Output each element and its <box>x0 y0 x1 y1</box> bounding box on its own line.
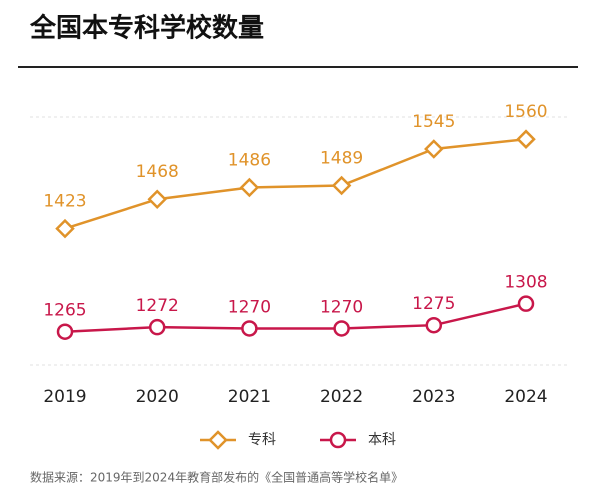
data-label: 1272 <box>136 296 179 316</box>
legend-marker <box>329 431 347 449</box>
data-point <box>239 177 260 198</box>
series-line <box>64 302 527 333</box>
data-label: 1468 <box>136 162 179 182</box>
series-line <box>64 137 527 230</box>
data-point <box>331 175 352 196</box>
data-point <box>148 318 166 336</box>
data-point <box>333 320 350 337</box>
legend-label: 本科 <box>368 432 396 448</box>
data-point <box>241 320 258 337</box>
source-note: 数据来源：2019年到2024年教育部发布的《全国普通高等学校名单》 <box>30 470 403 485</box>
x-tick-label: 2021 <box>228 387 271 407</box>
data-label: 1270 <box>320 297 363 317</box>
data-point <box>424 139 444 159</box>
data-label: 1270 <box>228 297 271 317</box>
data-label: 1423 <box>43 192 86 212</box>
data-point <box>516 129 536 149</box>
data-label: 1308 <box>504 273 547 293</box>
data-label: 1560 <box>504 102 547 122</box>
data-point <box>147 189 167 209</box>
data-label: 1489 <box>320 149 363 169</box>
data-label: 1486 <box>228 150 271 170</box>
data-point <box>517 295 535 312</box>
data-point <box>55 218 75 239</box>
data-point <box>56 323 74 340</box>
legend-marker <box>208 430 228 450</box>
x-tick-label: 2024 <box>504 387 547 407</box>
x-tick-label: 2019 <box>43 387 86 407</box>
data-label: 1265 <box>43 301 86 321</box>
chart-title: 全国本专科学校数量 <box>29 13 264 44</box>
x-tick-label: 2022 <box>320 387 363 407</box>
data-point <box>425 316 443 334</box>
legend-label: 专科 <box>248 432 276 448</box>
data-label: 1275 <box>412 294 455 314</box>
data-label: 1545 <box>412 112 455 132</box>
x-tick-label: 2023 <box>412 387 455 407</box>
x-tick-label: 2020 <box>136 387 179 407</box>
